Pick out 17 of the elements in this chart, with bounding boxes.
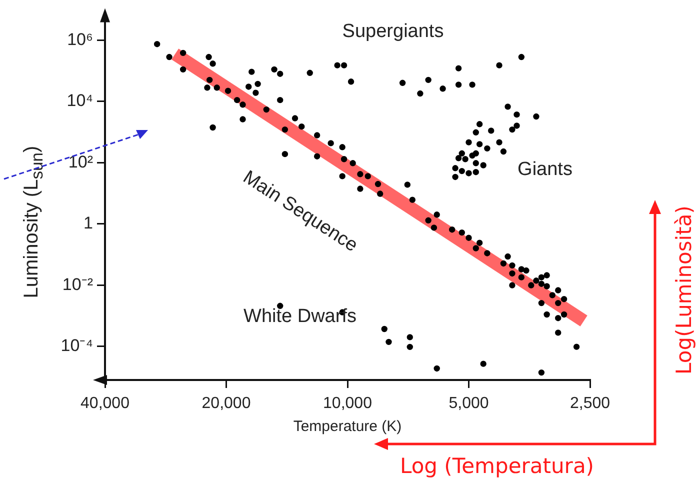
y-tick-label: 10² (68, 152, 94, 172)
annotation: Giants (518, 159, 572, 181)
text: Log (Temperatura) (400, 454, 594, 478)
y-tick-label: 10⁶ (67, 30, 93, 49)
y-tick-label: 10⁴ (66, 91, 93, 110)
annotation: White Dwarfs (244, 306, 356, 328)
text: Log(Luminosità) (672, 206, 696, 374)
annotation: Supergiants (342, 21, 444, 43)
y-tick-label: 1 (84, 214, 93, 233)
x-tick-label: 40,000 (80, 395, 130, 412)
x-tick-label: 2,500 (570, 395, 610, 412)
x-tick-label: 5,000 (448, 395, 489, 412)
y-tick-label: 10⁻² (62, 274, 94, 294)
x-axis-title: Temperature (K) (293, 418, 402, 436)
x-tick-label: 10,000 (323, 395, 372, 412)
y-tick-label: 10⁻⁴ (60, 336, 93, 356)
x-tick-label: 20,000 (202, 395, 251, 412)
